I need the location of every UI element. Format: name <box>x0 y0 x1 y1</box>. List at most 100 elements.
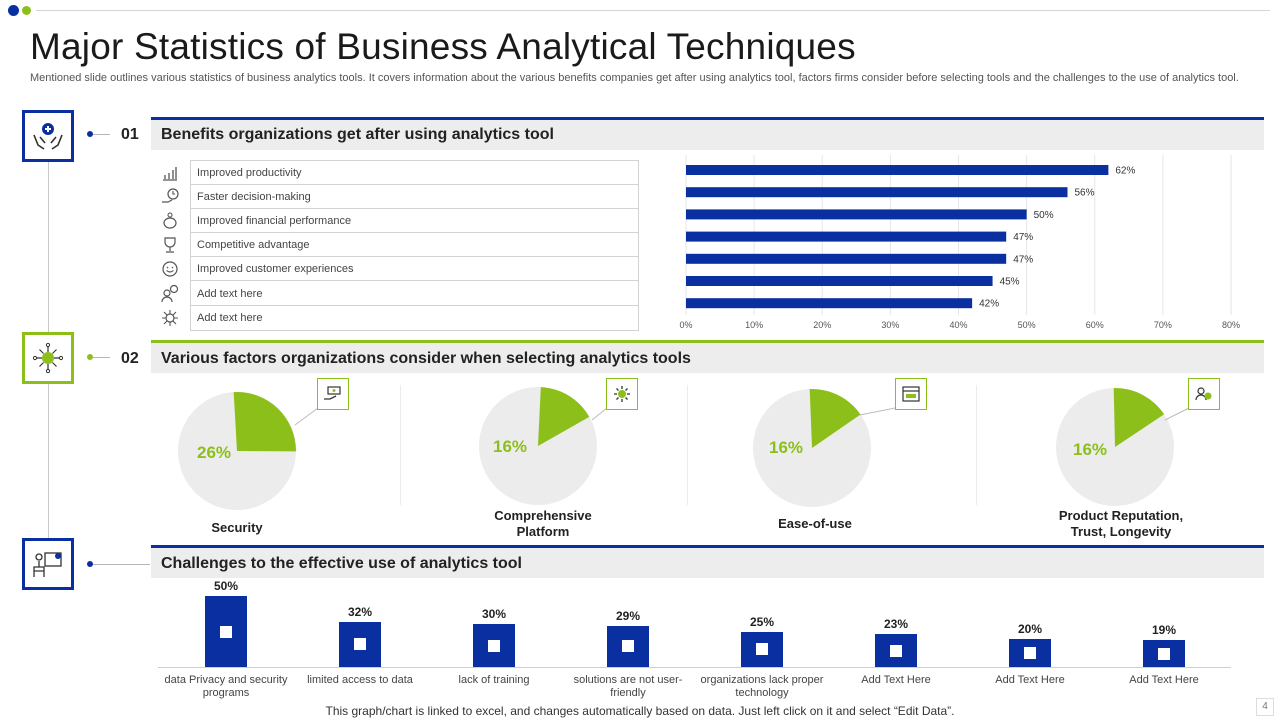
people-badge-icon <box>1188 378 1220 410</box>
section-3-connector <box>88 564 150 565</box>
x-axis <box>158 667 1231 668</box>
data-label: 56% <box>1075 188 1095 199</box>
section-3-title-bar <box>151 548 1264 578</box>
pie-percent: 26% <box>197 443 232 462</box>
deco-dot-blue <box>8 5 19 16</box>
bar <box>686 165 1109 175</box>
bar <box>686 253 1007 264</box>
smiley-icon <box>160 259 180 279</box>
data-label: 29% <box>615 608 641 623</box>
x-tick-label: limited access to data <box>307 674 413 686</box>
data-label: 42% <box>979 299 999 310</box>
section-1-connector-dot <box>87 131 93 137</box>
top-divider <box>36 10 1270 11</box>
network-globe-icon <box>32 342 64 374</box>
section-1-connector <box>88 134 110 135</box>
pie-slice <box>1113 388 1165 447</box>
pie-label: Ease-of-use <box>778 516 852 531</box>
section-1-icon-box <box>22 110 74 162</box>
data-label: 62% <box>1115 166 1135 177</box>
challenge-icon <box>1158 647 1170 660</box>
x-tick-label: 50% <box>1018 320 1036 330</box>
x-tick-label: 20% <box>813 320 831 330</box>
x-tick-label: Add Text Here <box>861 674 931 686</box>
bar <box>686 209 1027 220</box>
pie-label: Comprehensive Platform <box>494 508 592 539</box>
footer-note: This graph/chart is linked to excel, and… <box>325 704 955 718</box>
data-label: 25% <box>749 614 775 629</box>
x-tick-label: Add Text Here <box>1129 674 1199 686</box>
data-label: 47% <box>1013 232 1033 243</box>
challenge-icon <box>890 644 902 657</box>
pie-slice <box>233 392 296 452</box>
list-item: Competitive advantage <box>191 233 638 257</box>
x-tick-label: data Privacy and security programs <box>164 674 288 699</box>
trophy-icon <box>160 235 180 255</box>
pie-separator <box>976 385 977 505</box>
data-label: 20% <box>1017 621 1043 636</box>
list-item: Improved customer experiences <box>191 257 638 281</box>
data-label: 50% <box>1034 210 1054 221</box>
x-tick-label: 10% <box>745 320 763 330</box>
section-2-icon-box <box>22 332 74 384</box>
page-title: Major Statistics of Business Analytical … <box>30 26 856 67</box>
section-1-number: 01 <box>121 126 139 143</box>
challenge-icon <box>488 639 500 652</box>
challenge-icon <box>622 640 634 653</box>
challenge-icon <box>220 625 232 638</box>
virus-icon <box>160 308 180 328</box>
data-label: 50% <box>213 579 239 593</box>
money-hand-icon <box>317 378 349 410</box>
section-1-title: Benefits organizations get after using a… <box>161 126 554 143</box>
pie-percent: 16% <box>1073 440 1108 459</box>
x-tick-label: lack of training <box>458 674 530 686</box>
x-tick-label: 0% <box>679 320 692 330</box>
list-item: Add text here <box>191 282 638 306</box>
section-3-title: Challenges to the effective use of analy… <box>161 555 522 572</box>
deco-dot-green <box>22 6 31 15</box>
list-item: Improved productivity <box>191 161 638 185</box>
section-2-connector <box>88 357 110 358</box>
section-1-title-bar <box>151 120 1264 150</box>
bar <box>686 231 1007 242</box>
list-item: Add text here <box>197 312 263 324</box>
x-tick-label: Add Text Here <box>995 674 1065 686</box>
page-subtitle: Mentioned slide outlines various statist… <box>30 72 1239 84</box>
x-tick-label: 30% <box>881 320 899 330</box>
piggy-bank-icon <box>160 211 180 231</box>
bar <box>686 187 1068 198</box>
section-2-title: Various factors organizations consider w… <box>161 350 691 367</box>
data-label: 47% <box>1013 254 1033 265</box>
x-tick-label: 70% <box>1154 320 1172 330</box>
section-3-top-line <box>151 545 1264 548</box>
pie-comprehensive-platform <box>479 387 597 505</box>
challenge-icon <box>354 638 366 651</box>
section-2-number: 02 <box>121 350 139 367</box>
section-2-top-line <box>151 340 1264 343</box>
pie-separator <box>400 385 401 505</box>
pie-ease-of-use <box>753 389 871 507</box>
list-item: Faster decision-making <box>191 185 638 209</box>
bar <box>686 276 993 286</box>
data-label: 30% <box>481 607 507 622</box>
page-number: 4 <box>1256 698 1274 716</box>
benefits-bar-chart: 0% 10% 20% 30% 40% 50% 60% 70% 80%62%56%50%47%47… <box>679 155 1240 330</box>
browser-window-icon <box>895 378 927 410</box>
pie-security <box>178 392 296 510</box>
x-tick-label: 60% <box>1086 320 1104 330</box>
x-tick-label: solutions are not user-friendly <box>573 674 683 699</box>
pie-product-reputation <box>1056 388 1174 506</box>
benefits-table: Improved productivity Faster decision-ma… <box>190 160 639 331</box>
pie-slice <box>538 387 590 446</box>
section-2-title-bar <box>151 343 1264 373</box>
x-tick-label: 40% <box>949 320 967 330</box>
challenge-icon <box>1024 646 1036 659</box>
section-1-top-line <box>151 117 1264 120</box>
data-label: 45% <box>1000 277 1020 288</box>
x-tick-label: organizations lack proper technology <box>700 674 824 699</box>
data-label: 32% <box>347 604 373 619</box>
data-label: 23% <box>883 617 909 632</box>
section-3-connector-dot <box>87 561 93 567</box>
